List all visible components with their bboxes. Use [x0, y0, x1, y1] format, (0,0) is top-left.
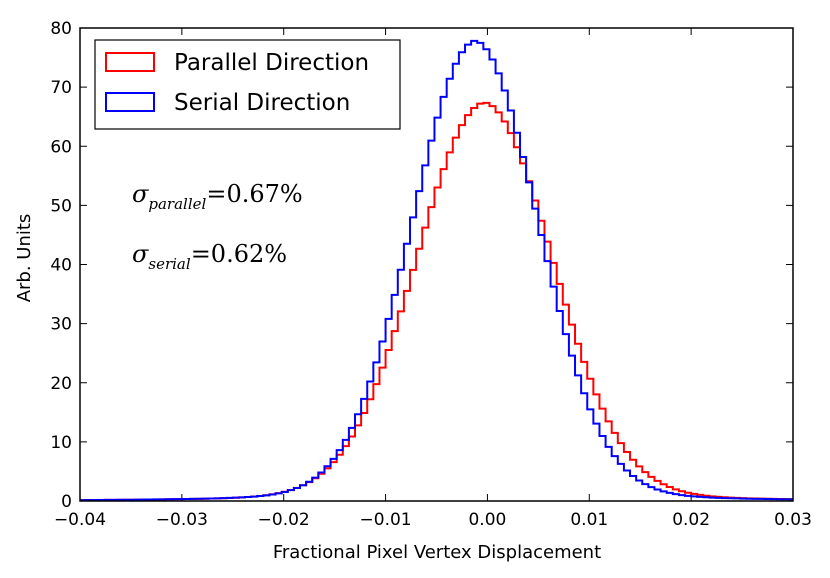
x-tick-label: 0.03 — [774, 510, 812, 530]
annotation-sigma-serial-value: 0.62% — [211, 240, 287, 268]
series-line-parallel — [80, 101, 793, 502]
legend-box — [94, 39, 401, 130]
y-tick-label: 20 — [50, 374, 72, 394]
legend-swatch-serial — [105, 92, 155, 112]
legend-label-parallel: Parallel Direction — [174, 50, 369, 76]
legend-label-serial: Serial Direction — [174, 90, 350, 116]
y-tick-label: 70 — [50, 78, 72, 98]
x-tick-label: −0.02 — [258, 510, 310, 530]
series-layer — [80, 39, 793, 502]
y-tick-label: 80 — [50, 19, 72, 39]
annotation-sigma-parallel-subscript: parallel — [148, 195, 206, 213]
legend-swatch-parallel — [105, 52, 155, 72]
annotation-sigma-serial-symbol: σ — [132, 240, 149, 268]
y-tick-label: 10 — [50, 433, 72, 453]
x-tick-label: −0.01 — [360, 510, 412, 530]
x-tick-label: 0.00 — [468, 510, 506, 530]
y-axis-label: Arb. Units — [14, 214, 35, 303]
x-axis-label: Fractional Pixel Vertex Displacement — [273, 542, 601, 563]
x-tick-label: 0.02 — [672, 510, 710, 530]
series-line-serial — [80, 39, 793, 502]
annotation-sigma-serial-equals: = — [191, 240, 211, 268]
x-tick-label: 0.01 — [570, 510, 608, 530]
y-tick-label: 40 — [50, 256, 72, 276]
annotation-sigma-parallel-equals: = — [206, 180, 226, 208]
y-tick-label: 60 — [50, 137, 72, 157]
annotation-sigma-parallel: σparallel=0.67% — [132, 180, 303, 213]
x-tick-label: −0.04 — [54, 510, 106, 530]
y-tick-label: 0 — [61, 492, 72, 512]
y-axis-ticks: 0 10 20 30 40 50 60 70 80 — [50, 19, 793, 512]
plot-frame — [79, 27, 794, 502]
y-tick-label: 30 — [50, 315, 72, 335]
legend: Parallel Direction Serial Direction — [94, 39, 401, 130]
annotation-sigma-parallel-symbol: σ — [132, 180, 149, 208]
y-tick-label: 50 — [50, 196, 72, 216]
x-tick-label: −0.03 — [156, 510, 208, 530]
annotation-sigma-parallel-value: 0.67% — [226, 180, 302, 208]
annotation-sigma-serial-subscript: serial — [148, 255, 190, 273]
annotation-sigma-serial: σserial=0.62% — [132, 240, 287, 273]
